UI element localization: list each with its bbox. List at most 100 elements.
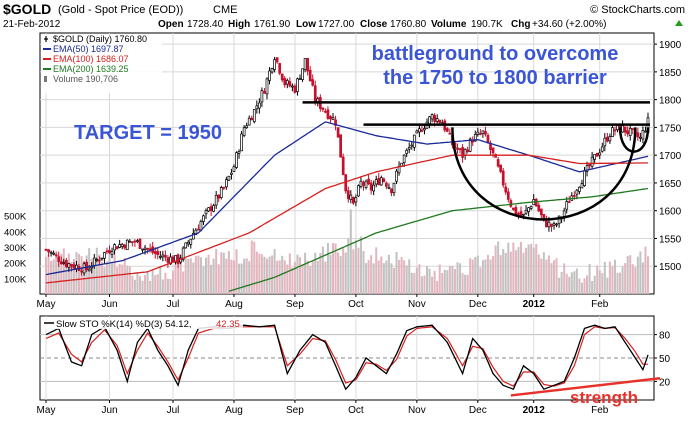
volume-axis-label: 100K xyxy=(4,274,27,285)
candle-body xyxy=(367,178,370,185)
candle-body xyxy=(285,80,289,85)
volume-bar xyxy=(349,209,352,294)
volume-bar xyxy=(481,260,484,294)
candle-body xyxy=(600,146,604,152)
candle-body xyxy=(585,165,589,172)
annotation-target: TARGET = 1950 xyxy=(74,122,222,144)
volume-bar xyxy=(453,268,456,294)
legend-volume-icon xyxy=(44,76,47,82)
month-label: Feb xyxy=(591,405,609,416)
volume-bar xyxy=(629,255,632,294)
candle-body xyxy=(504,186,508,193)
annotation-battleground-line1: battleground to overcome xyxy=(372,43,619,65)
volume-bar xyxy=(553,260,556,294)
candle-body xyxy=(186,241,190,245)
candle-body xyxy=(509,200,513,207)
candle-body xyxy=(293,85,297,93)
candle-body xyxy=(209,206,213,212)
volume-axis: 100K 200K 300K 400K 500K xyxy=(4,212,27,286)
volume-bar xyxy=(324,261,327,294)
candle-body xyxy=(418,128,421,133)
month-label: Aug xyxy=(225,405,243,416)
volume-bar xyxy=(392,267,396,294)
candle-body xyxy=(100,257,104,260)
volume-bar xyxy=(431,276,434,294)
ema-lines xyxy=(45,121,649,292)
month-label: Oct xyxy=(348,299,364,310)
candle-body xyxy=(438,119,442,123)
volume-bar xyxy=(151,268,154,294)
volume-bar xyxy=(126,265,129,294)
volume-bar xyxy=(187,258,190,294)
candle-body xyxy=(97,259,101,262)
candle-body xyxy=(547,221,551,228)
candle-body xyxy=(133,240,137,243)
month-label: May xyxy=(37,405,56,416)
candle-body xyxy=(85,261,88,270)
volume-bar xyxy=(471,259,474,294)
candle-body xyxy=(273,59,276,70)
volume-bar xyxy=(626,256,629,294)
candle-body xyxy=(374,179,378,185)
candle-body xyxy=(115,246,119,250)
volume-bar xyxy=(265,258,269,294)
volume-bar xyxy=(60,253,63,294)
legend-item-label: EMA(50) 1697.87 xyxy=(53,44,124,54)
stochastic-label-value: 42.35 xyxy=(216,319,240,330)
volume-bar xyxy=(522,252,525,294)
volume-bar xyxy=(83,261,86,294)
candle-body xyxy=(70,263,73,267)
candle-body xyxy=(641,130,645,140)
candle-body xyxy=(118,244,122,248)
volume-bar xyxy=(507,242,510,294)
volume-bar xyxy=(238,263,241,294)
candle-body xyxy=(412,134,416,148)
volume-bar xyxy=(105,261,108,294)
candle-body xyxy=(242,127,246,136)
volume-bar xyxy=(332,243,335,294)
candle-body xyxy=(326,109,330,119)
volume-bar xyxy=(425,265,429,294)
candle-body xyxy=(357,185,360,197)
candle-body xyxy=(506,191,510,200)
volume-bar xyxy=(258,253,261,294)
volume-bar xyxy=(540,258,543,294)
candle-body xyxy=(405,149,409,154)
volume-bar xyxy=(281,255,284,294)
volume-bar xyxy=(410,272,413,294)
stochastic-k-line xyxy=(45,324,649,391)
volume-bar xyxy=(578,278,581,294)
volume-bar xyxy=(420,276,423,294)
month-label: Jul xyxy=(167,405,180,416)
volume-bar xyxy=(519,241,523,294)
volume-bar xyxy=(547,255,550,294)
volume-axis-label: 300K xyxy=(4,243,27,254)
legend-background xyxy=(42,35,162,93)
candle-body xyxy=(113,244,116,251)
volume-bar xyxy=(55,256,58,294)
header-symbol: $GOLD xyxy=(3,1,51,17)
candle-body xyxy=(608,136,612,142)
stochastic-grid xyxy=(40,316,654,400)
volume-bar xyxy=(542,252,545,294)
volume-bar xyxy=(118,263,121,294)
volume-bar xyxy=(329,254,332,294)
volume-bar xyxy=(171,270,175,294)
candle-body xyxy=(136,240,139,242)
volume-bar xyxy=(372,263,375,294)
candle-body xyxy=(321,107,325,110)
volume-bar xyxy=(492,256,495,294)
volume-bars xyxy=(44,209,650,294)
volume-bar xyxy=(436,281,439,294)
candle-body xyxy=(514,207,518,215)
header-low: 1727.00 xyxy=(318,19,355,30)
candle-body xyxy=(197,228,200,231)
volume-bar xyxy=(240,263,243,294)
volume-bar xyxy=(199,257,202,294)
volume-bar xyxy=(248,261,251,294)
candle-body xyxy=(479,133,482,135)
candle-body xyxy=(204,210,208,215)
price-axis-label: 1700 xyxy=(659,151,682,162)
candle-body xyxy=(224,179,228,188)
